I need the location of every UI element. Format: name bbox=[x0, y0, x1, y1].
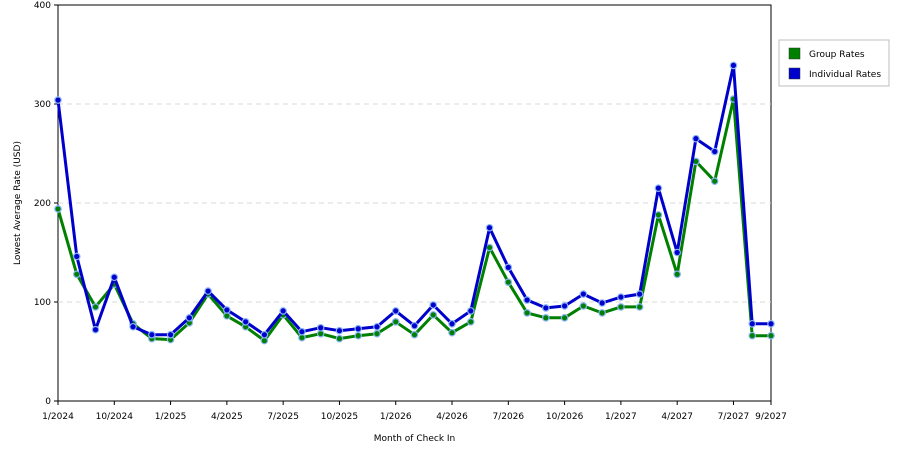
individual-rates-point bbox=[729, 61, 738, 70]
group-rates-point bbox=[373, 329, 381, 338]
group-rates-point bbox=[542, 314, 550, 322]
individual-rates-point bbox=[429, 301, 438, 309]
individual-rates-point bbox=[523, 296, 531, 304]
group-rates-point bbox=[335, 334, 344, 343]
group-rates-point bbox=[91, 303, 100, 311]
y-tick-label: 0 bbox=[45, 397, 51, 407]
group-rates-point bbox=[391, 317, 400, 326]
individual-rates-point bbox=[466, 307, 475, 315]
individual-rates-point bbox=[485, 223, 494, 232]
individual-rates-point bbox=[298, 327, 306, 336]
individual-rates-point bbox=[710, 147, 719, 156]
individual-rates-point bbox=[598, 299, 606, 307]
individual-rates-point bbox=[223, 306, 231, 314]
group-rates-point bbox=[54, 205, 62, 213]
group-rates-point bbox=[767, 331, 775, 340]
individual-rates-point bbox=[279, 307, 287, 315]
individual-rates-point bbox=[148, 330, 156, 339]
group-rates-point bbox=[354, 331, 363, 340]
group-rates-point bbox=[429, 311, 438, 319]
individual-rates-point bbox=[579, 290, 588, 298]
individual-rates-point bbox=[91, 325, 100, 334]
individual-rates-point bbox=[692, 134, 700, 143]
x-tick-label: 4/2025 bbox=[211, 412, 243, 422]
individual-rates-point bbox=[748, 319, 757, 328]
individual-rates-point bbox=[185, 314, 194, 322]
x-tick-label: 1/2027 bbox=[605, 412, 637, 422]
x-axis-title: Month of Check In bbox=[374, 434, 456, 444]
x-tick-label: 10/2025 bbox=[321, 412, 358, 422]
x-tick-label: 10/2024 bbox=[96, 412, 134, 422]
individual-rates-point bbox=[767, 319, 775, 328]
group-rates-point bbox=[466, 317, 475, 326]
x-tick-label: 9/2027 bbox=[755, 412, 787, 422]
individual-rates-point bbox=[166, 330, 175, 339]
x-tick-label: 4/2026 bbox=[436, 412, 468, 422]
group-rates-point bbox=[673, 270, 681, 279]
individual-rates-point bbox=[504, 263, 513, 272]
group-rates-point bbox=[654, 211, 663, 219]
group-rates-point bbox=[504, 278, 513, 287]
individual-rates-point bbox=[354, 324, 363, 333]
group-rates-point bbox=[72, 270, 81, 279]
individual-rates-point bbox=[617, 293, 625, 301]
y-tick-label: 300 bbox=[34, 100, 51, 110]
group-rates-point bbox=[523, 309, 531, 317]
group-rates-point bbox=[560, 314, 569, 322]
group-rates-legend-label: Group Rates bbox=[809, 50, 865, 60]
individual-rates-point bbox=[204, 287, 212, 295]
x-tick-label: 7/2025 bbox=[267, 412, 299, 422]
group-rates-point bbox=[710, 177, 719, 186]
individual-rates-point bbox=[72, 252, 81, 261]
y-axis-title: Lowest Average Rate (USD) bbox=[13, 141, 23, 265]
x-tick-label: 1/2025 bbox=[155, 412, 187, 422]
individual-rates-point bbox=[560, 302, 569, 310]
individual-rates-point bbox=[542, 304, 550, 312]
individual-rates-point bbox=[410, 321, 419, 330]
x-tick-label: 7/2027 bbox=[718, 412, 750, 422]
group-rates-point bbox=[635, 303, 644, 311]
individual-rates-point bbox=[654, 184, 663, 192]
group-rates-point bbox=[485, 243, 494, 252]
group-rates-point bbox=[410, 330, 419, 339]
individual-rates-point bbox=[673, 248, 681, 257]
x-tick-label: 1/2026 bbox=[380, 412, 412, 422]
group-rates-point bbox=[748, 331, 757, 340]
individual-rates-point bbox=[110, 273, 119, 282]
individual-rates-point bbox=[335, 326, 344, 335]
individual-rates-point bbox=[448, 319, 456, 328]
x-tick-label: 1/2024 bbox=[42, 412, 74, 422]
group-rates-point bbox=[579, 302, 588, 310]
y-tick-label: 100 bbox=[34, 298, 51, 308]
group-rates-point bbox=[598, 309, 606, 317]
group-rates-point bbox=[617, 303, 625, 311]
x-tick-label: 4/2027 bbox=[661, 412, 693, 422]
individual-rates-point bbox=[635, 290, 644, 298]
individual-rates-point bbox=[373, 322, 381, 331]
individual-rates-point bbox=[54, 96, 62, 104]
individual-rates-point bbox=[391, 307, 400, 315]
group-rates-legend-swatch bbox=[788, 47, 801, 60]
x-tick-label: 7/2026 bbox=[492, 412, 524, 422]
y-tick-label: 400 bbox=[34, 1, 51, 11]
individual-rates-point bbox=[260, 330, 269, 339]
group-rates-point bbox=[448, 328, 456, 337]
x-tick-label: 10/2026 bbox=[546, 412, 584, 422]
y-tick-label: 200 bbox=[34, 199, 51, 209]
individual-rates-point bbox=[316, 323, 325, 332]
individual-rates-point bbox=[129, 322, 137, 331]
individual-rates-point bbox=[241, 317, 250, 326]
individual-rates-legend-label: Individual Rates bbox=[809, 70, 881, 80]
individual-rates-legend-swatch bbox=[788, 67, 801, 80]
